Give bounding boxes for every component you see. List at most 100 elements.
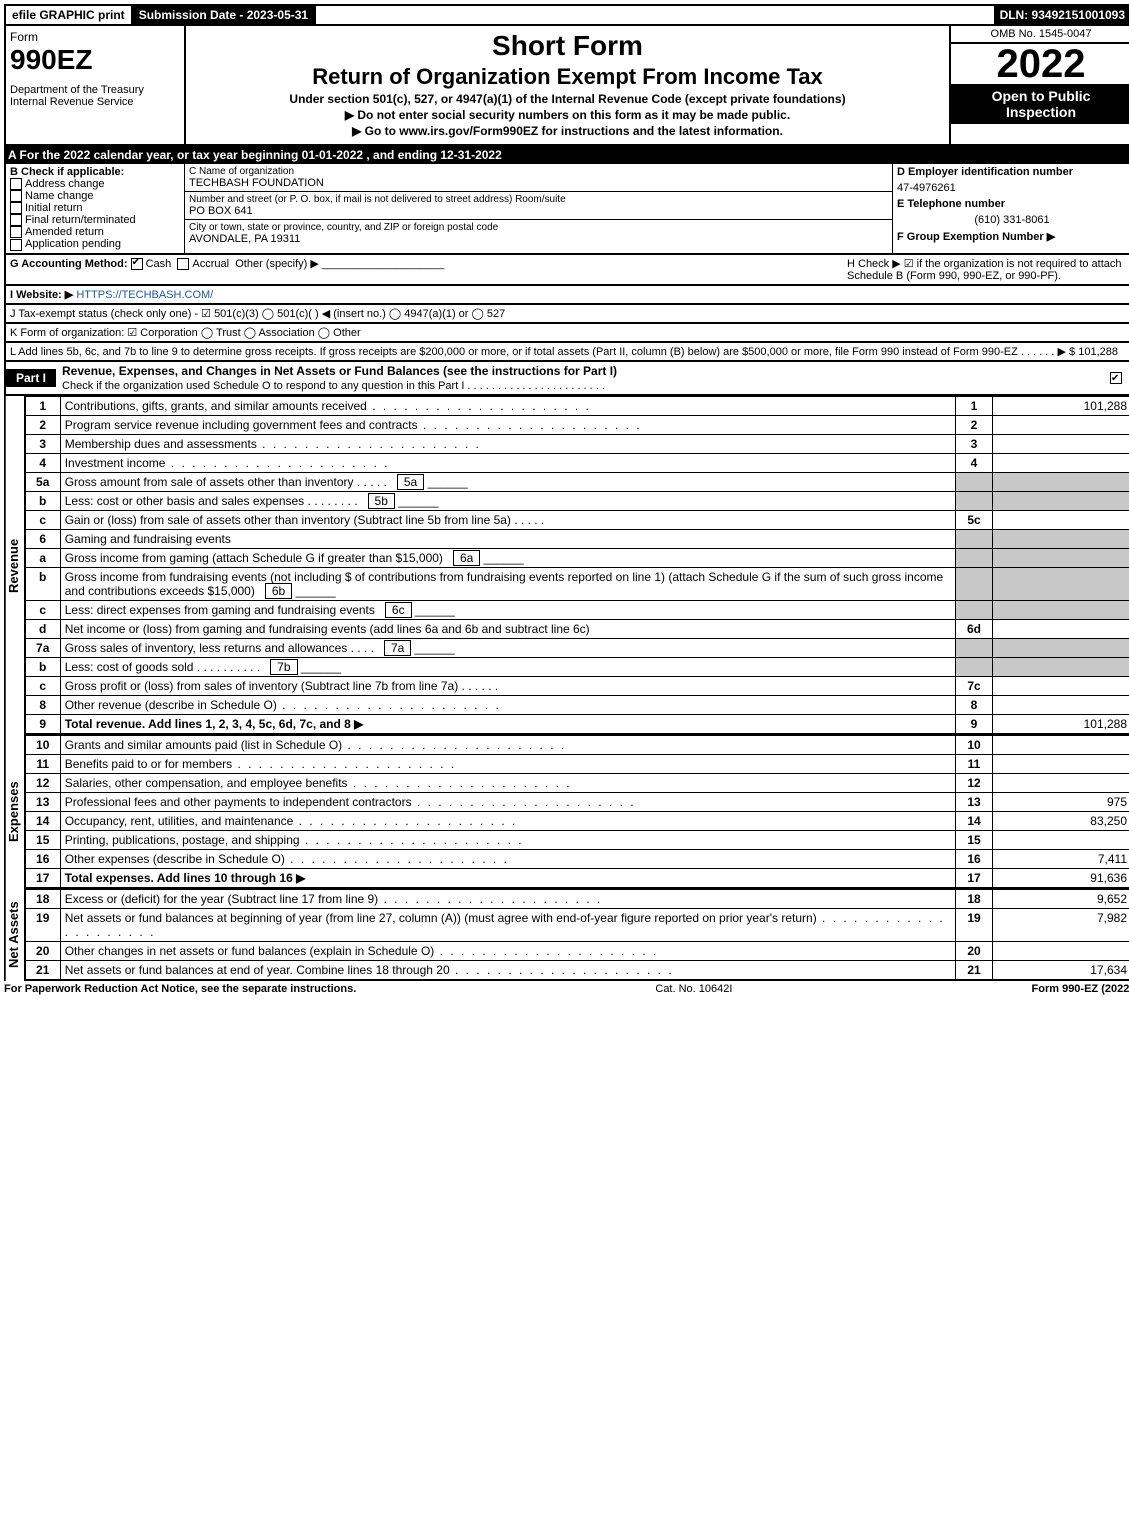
expenses-section: Expenses 10Grants and similar amounts pa… xyxy=(4,735,1129,889)
line-8-amount xyxy=(993,695,1129,714)
page-footer: For Paperwork Reduction Act Notice, see … xyxy=(4,981,1129,997)
line-3-text: Membership dues and assessments xyxy=(60,434,955,453)
main-title: Return of Organization Exempt From Incom… xyxy=(190,64,945,90)
row-g-h: G Accounting Method: Cash Accrual Other … xyxy=(4,255,1129,286)
open-inspection-badge: Open to Public Inspection xyxy=(951,84,1129,124)
line-1-amount: 101,288 xyxy=(993,396,1129,415)
line-11-amount xyxy=(993,754,1129,773)
checkbox-amended[interactable] xyxy=(10,226,22,238)
line-20-text: Other changes in net assets or fund bala… xyxy=(60,941,955,960)
footer-form-ref: Form 990-EZ (2022) xyxy=(1032,983,1129,995)
line-8-text: Other revenue (describe in Schedule O) xyxy=(60,695,955,714)
tel-value: (610) 331-8061 xyxy=(897,214,1127,226)
part-1-tab: Part I xyxy=(6,369,56,387)
gross-receipts-amount: 101,288 xyxy=(1078,346,1118,358)
line-16-text: Other expenses (describe in Schedule O) xyxy=(60,849,955,868)
line-19-text: Net assets or fund balances at beginning… xyxy=(60,908,955,941)
dln-label: DLN: 93492151001093 xyxy=(994,6,1129,24)
checkbox-address-change[interactable] xyxy=(10,178,22,190)
short-form-title: Short Form xyxy=(190,30,945,62)
row-l-gross-receipts: L Add lines 5b, 6c, and 7b to line 9 to … xyxy=(4,343,1129,362)
line-10-text: Grants and similar amounts paid (list in… xyxy=(60,735,955,754)
line-3-amount xyxy=(993,434,1129,453)
info-grid: B Check if applicable: Address change Na… xyxy=(4,164,1129,255)
checkbox-schedule-o[interactable] xyxy=(1110,372,1122,384)
net-assets-table: 18Excess or (deficit) for the year (Subt… xyxy=(24,889,1129,981)
ein-value: 47-4976261 xyxy=(897,182,1127,194)
org-name: TECHBASH FOUNDATION xyxy=(189,177,888,189)
line-18-text: Excess or (deficit) for the year (Subtra… xyxy=(60,889,955,908)
line-9-amount: 101,288 xyxy=(993,714,1129,734)
revenue-section: Revenue 1Contributions, gifts, grants, a… xyxy=(4,396,1129,735)
line-2-text: Program service revenue including govern… xyxy=(60,415,955,434)
line-17-amount: 91,636 xyxy=(993,868,1129,888)
header-center-col: Short Form Return of Organization Exempt… xyxy=(186,26,951,144)
revenue-label: Revenue xyxy=(6,396,24,735)
line-6-text: Gaming and fundraising events xyxy=(60,529,955,548)
line-5c-amount xyxy=(993,510,1129,529)
checkbox-initial-return[interactable] xyxy=(10,202,22,214)
header-left-col: Form 990EZ Department of the Treasury In… xyxy=(6,26,186,144)
revenue-table: 1Contributions, gifts, grants, and simil… xyxy=(24,396,1129,735)
line-5c-text: Gain or (loss) from sale of assets other… xyxy=(60,510,955,529)
line-5b-text: Less: cost or other basis and sales expe… xyxy=(60,491,955,510)
line-7b-text: Less: cost of goods sold . . . . . . . .… xyxy=(60,657,955,676)
line-21-amount: 17,634 xyxy=(993,960,1129,980)
city-value: AVONDALE, PA 19311 xyxy=(189,233,888,245)
checkbox-accrual[interactable] xyxy=(177,258,189,270)
checkbox-pending[interactable] xyxy=(10,239,22,251)
line-13-text: Professional fees and other payments to … xyxy=(60,792,955,811)
line-15-text: Printing, publications, postage, and shi… xyxy=(60,830,955,849)
line-4-amount xyxy=(993,453,1129,472)
schedule-b-note: H Check ▶ ☑ if the organization is not r… xyxy=(847,257,1127,282)
line-18-amount: 9,652 xyxy=(993,889,1129,908)
line-6d-text: Net income or (loss) from gaming and fun… xyxy=(60,619,955,638)
row-i-website: I Website: ▶ HTTPS://TECHBASH.COM/ xyxy=(4,286,1129,305)
line-11-text: Benefits paid to or for members xyxy=(60,754,955,773)
col-b-checkboxes: B Check if applicable: Address change Na… xyxy=(6,164,185,253)
top-bar: efile GRAPHIC print Submission Date - 20… xyxy=(4,4,1129,26)
subtitle: Under section 501(c), 527, or 4947(a)(1)… xyxy=(190,92,945,106)
group-exemption-label: F Group Exemption Number ▶ xyxy=(897,230,1127,243)
header-right-col: OMB No. 1545-0047 2022 Open to Public In… xyxy=(951,26,1129,144)
org-name-label: C Name of organization xyxy=(189,166,888,177)
checkbox-cash[interactable] xyxy=(131,258,143,270)
row-k-org-form: K Form of organization: ☑ Corporation ◯ … xyxy=(4,324,1129,343)
city-label: City or town, state or province, country… xyxy=(189,222,888,233)
line-15-amount xyxy=(993,830,1129,849)
checkbox-final-return[interactable] xyxy=(10,214,22,226)
line-14-text: Occupancy, rent, utilities, and maintena… xyxy=(60,811,955,830)
line-6d-amount xyxy=(993,619,1129,638)
col-b-label: B Check if applicable: xyxy=(10,166,180,178)
section-a-period: A For the 2022 calendar year, or tax yea… xyxy=(4,146,1129,164)
row-j-tax-status: J Tax-exempt status (check only one) - ☑… xyxy=(4,305,1129,324)
form-number: 990EZ xyxy=(10,44,180,76)
line-10-amount xyxy=(993,735,1129,754)
line-12-text: Salaries, other compensation, and employ… xyxy=(60,773,955,792)
website-link[interactable]: HTTPS://TECHBASH.COM/ xyxy=(76,289,213,301)
ssn-warning: ▶ Do not enter social security numbers o… xyxy=(190,108,945,122)
department-label: Department of the Treasury Internal Reve… xyxy=(10,84,180,108)
line-7c-amount xyxy=(993,676,1129,695)
line-6a-text: Gross income from gaming (attach Schedul… xyxy=(60,548,955,567)
line-7c-text: Gross profit or (loss) from sales of inv… xyxy=(60,676,955,695)
form-header: Form 990EZ Department of the Treasury In… xyxy=(4,26,1129,146)
footer-catalog: Cat. No. 10642I xyxy=(655,983,732,995)
line-4-text: Investment income xyxy=(60,453,955,472)
checkbox-name-change[interactable] xyxy=(10,190,22,202)
goto-link[interactable]: ▶ Go to www.irs.gov/Form990EZ for instru… xyxy=(190,124,945,138)
line-21-text: Net assets or fund balances at end of ye… xyxy=(60,960,955,980)
footer-left: For Paperwork Reduction Act Notice, see … xyxy=(4,983,356,995)
line-14-amount: 83,250 xyxy=(993,811,1129,830)
efile-print-label: efile GRAPHIC print xyxy=(6,6,133,24)
line-6c-text: Less: direct expenses from gaming and fu… xyxy=(60,600,955,619)
line-12-amount xyxy=(993,773,1129,792)
line-16-amount: 7,411 xyxy=(993,849,1129,868)
line-9-text: Total revenue. Add lines 1, 2, 3, 4, 5c,… xyxy=(60,714,955,734)
line-5a-text: Gross amount from sale of assets other t… xyxy=(60,472,955,491)
part-1-title: Revenue, Expenses, and Changes in Net As… xyxy=(56,362,1104,394)
street-value: PO BOX 641 xyxy=(189,205,888,217)
tel-label: E Telephone number xyxy=(897,198,1127,210)
part-1-header: Part I Revenue, Expenses, and Changes in… xyxy=(4,362,1129,396)
street-label: Number and street (or P. O. box, if mail… xyxy=(189,194,888,205)
